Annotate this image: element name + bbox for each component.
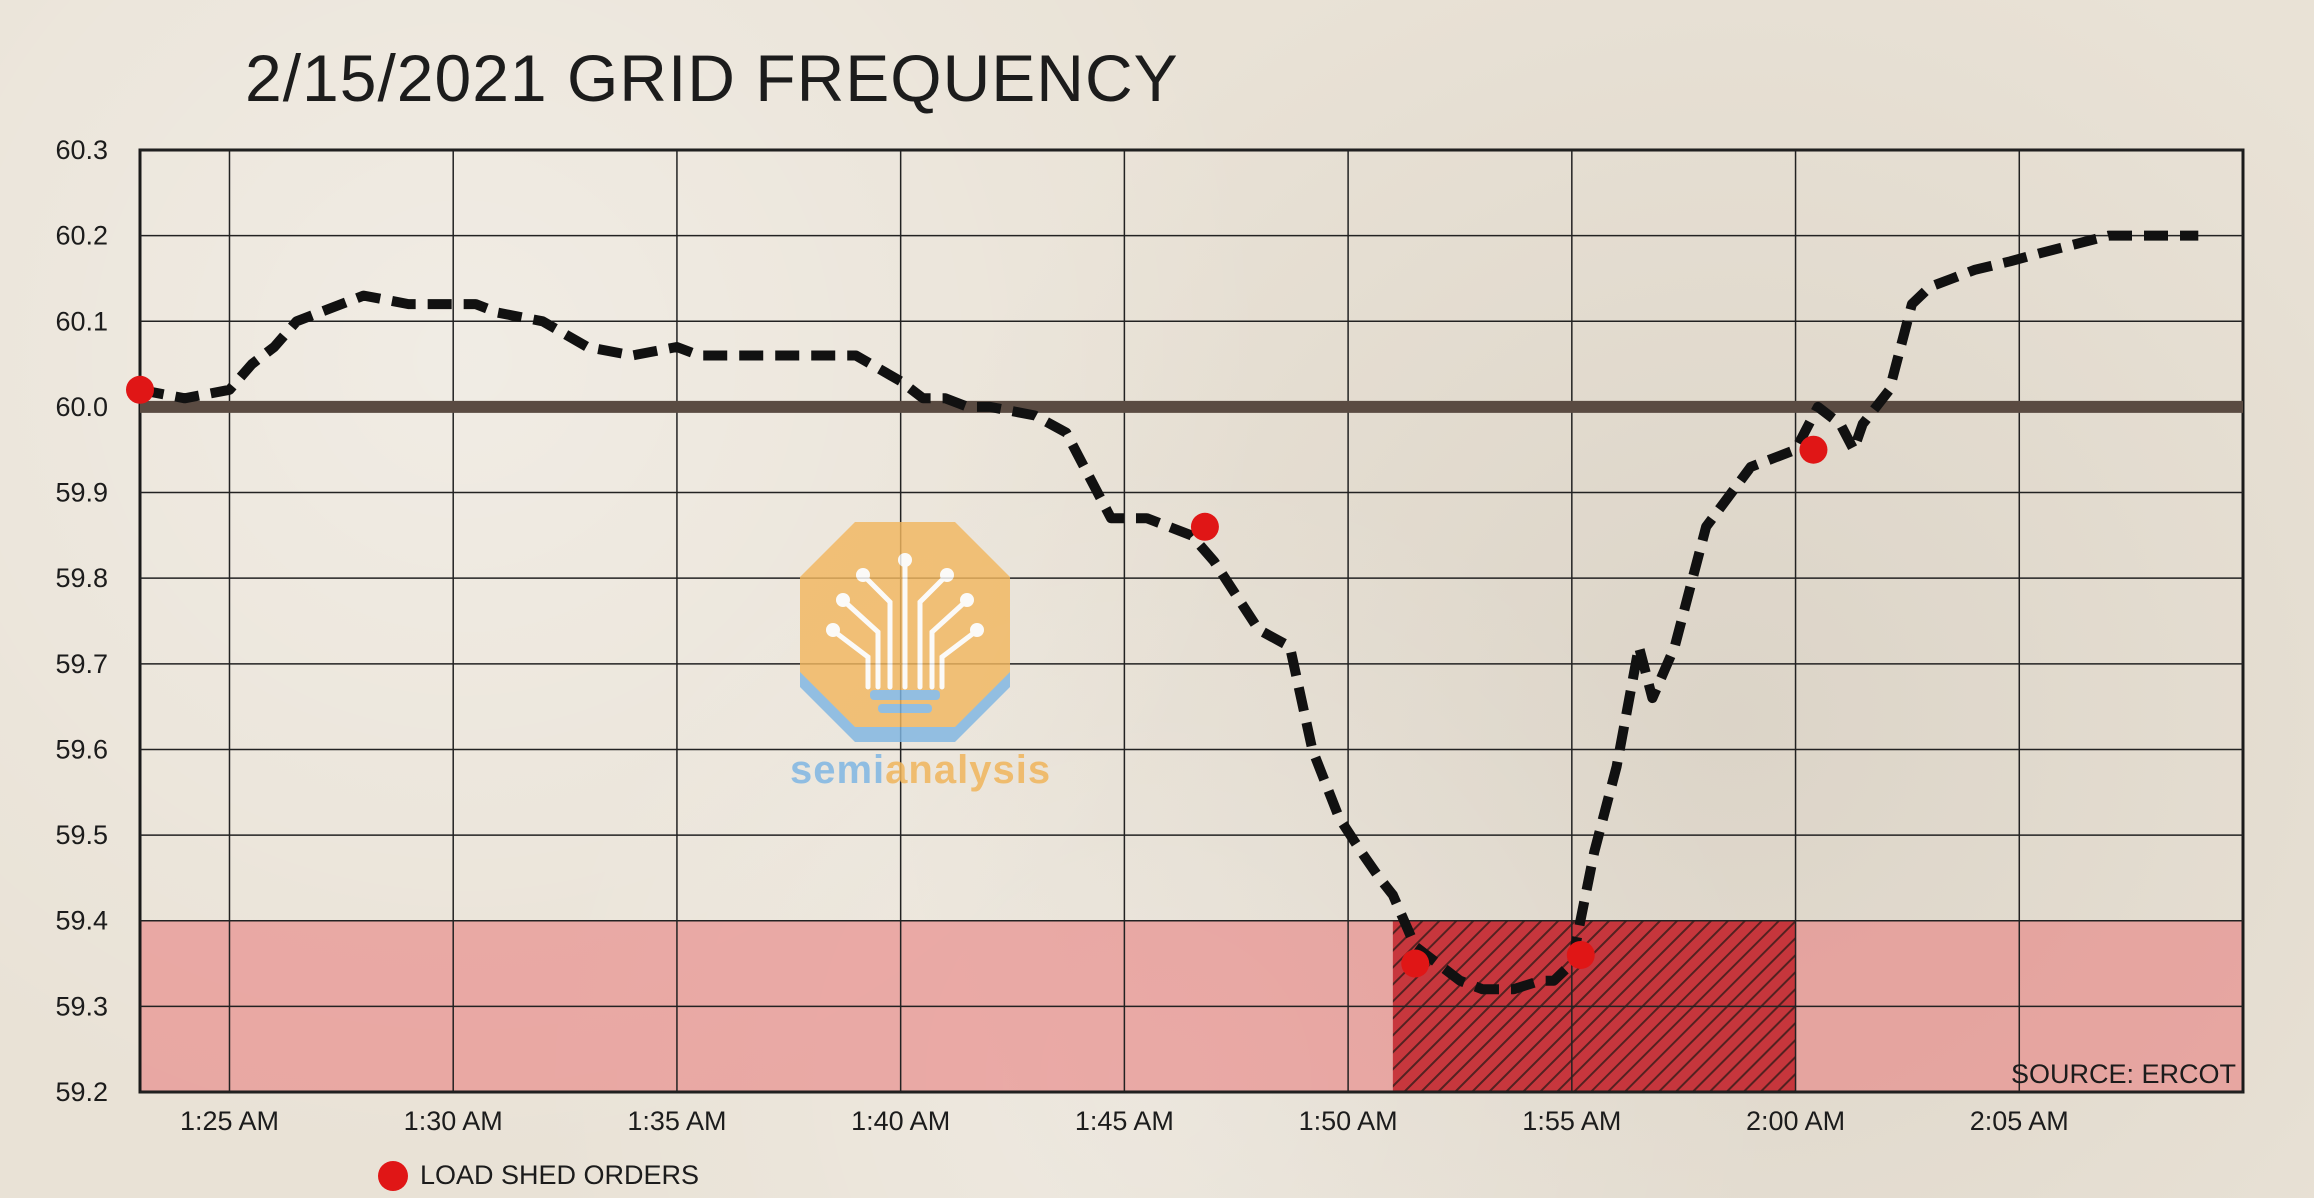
y-tick-label: 60.3 — [55, 135, 108, 165]
semianalysis-logo — [800, 522, 1010, 742]
x-tick-label: 2:00 AM — [1746, 1106, 1845, 1136]
chart-title: 2/15/2021 GRID FREQUENCY — [245, 41, 1179, 115]
load-shed-marker — [1566, 940, 1595, 969]
load-shed-marker — [1799, 435, 1828, 464]
y-tick-label: 59.8 — [55, 563, 108, 593]
watermark-text-semi: semi — [790, 748, 886, 792]
legend: LOAD SHED ORDERS — [378, 1160, 699, 1191]
y-tick-label: 59.5 — [55, 820, 108, 850]
x-tick-label: 1:35 AM — [627, 1106, 726, 1136]
x-tick-label: 1:55 AM — [1522, 1106, 1621, 1136]
y-tick-label: 59.3 — [55, 991, 108, 1021]
x-tick-label: 1:30 AM — [404, 1106, 503, 1136]
y-tick-label: 60.1 — [55, 306, 108, 336]
load-shed-marker — [1190, 512, 1219, 541]
x-tick-label: 1:25 AM — [180, 1106, 279, 1136]
y-tick-label: 60.0 — [55, 392, 108, 422]
source-annotation: SOURCE: ERCOT — [2011, 1059, 2236, 1089]
legend-label: LOAD SHED ORDERS — [420, 1160, 700, 1190]
y-tick-label: 59.4 — [55, 906, 108, 936]
legend-marker-icon — [378, 1160, 408, 1191]
load-shed-marker — [126, 375, 154, 404]
y-tick-label: 59.6 — [55, 734, 108, 764]
frequency-series-line — [139, 230, 2199, 995]
watermark-text-analysis: analysis — [885, 748, 1052, 792]
y-tick-label: 59.2 — [55, 1077, 108, 1107]
watermark-text: semianalysis — [790, 748, 1050, 793]
y-tick-label: 59.9 — [55, 478, 108, 508]
y-tick-label: 59.7 — [55, 649, 108, 679]
x-tick-label: 1:45 AM — [1075, 1106, 1174, 1136]
x-tick-label: 2:05 AM — [1970, 1106, 2069, 1136]
load-shed-marker — [1401, 949, 1430, 978]
x-tick-label: 1:40 AM — [851, 1106, 950, 1136]
y-tick-label: 60.2 — [55, 221, 108, 251]
x-tick-label: 1:50 AM — [1299, 1106, 1398, 1136]
